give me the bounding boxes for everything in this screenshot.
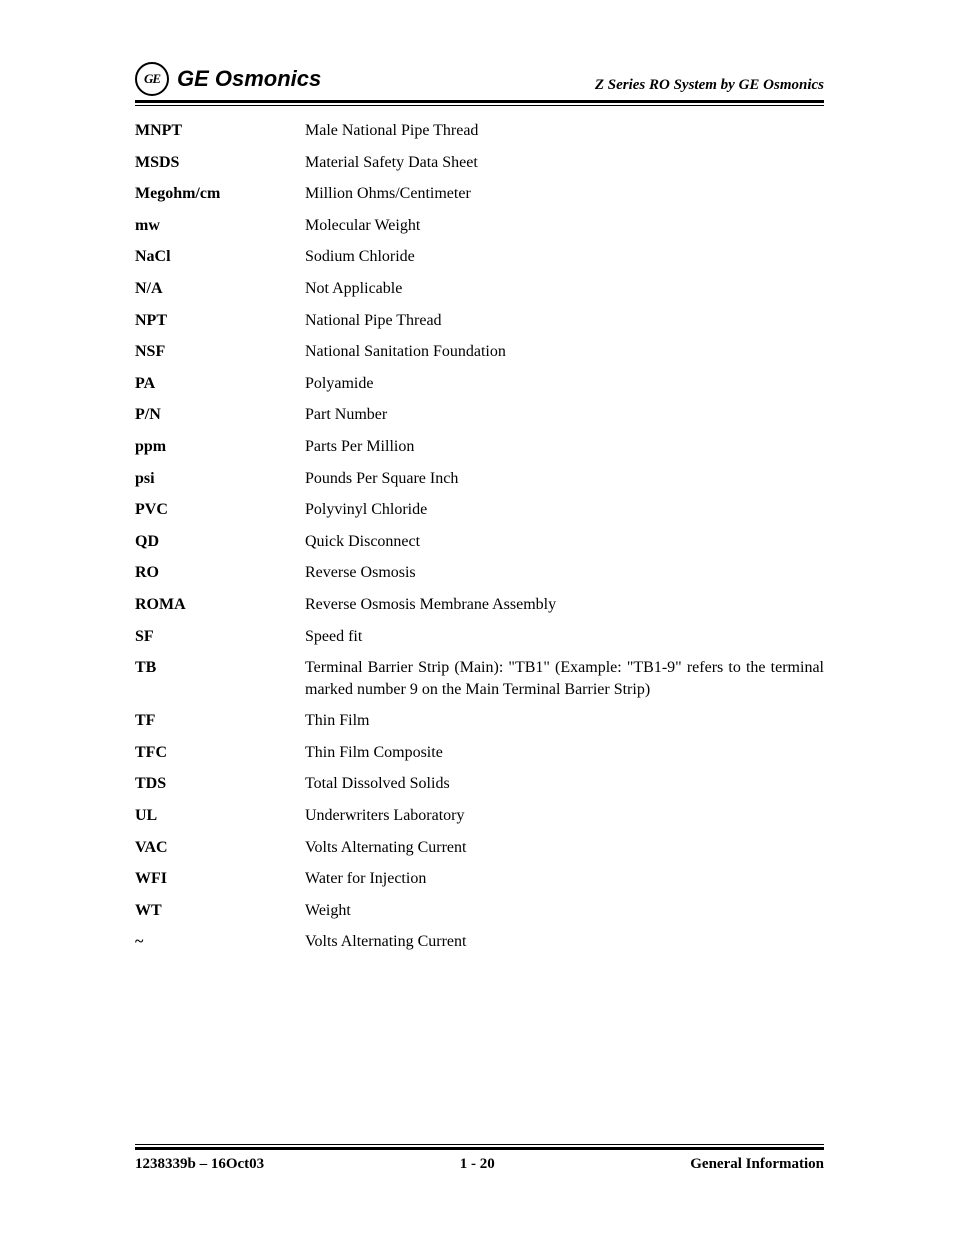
brand-block: GE GE Osmonics (135, 62, 321, 96)
footer-right: General Information (690, 1156, 824, 1173)
glossary-definition: Molecular Weight (305, 215, 824, 237)
glossary-row: NaClSodium Chloride (135, 246, 824, 268)
glossary-term: P/N (135, 404, 305, 426)
glossary-term: TFC (135, 742, 305, 764)
glossary-definition: Polyvinyl Chloride (305, 499, 824, 521)
footer-center: 1 - 20 (460, 1156, 495, 1173)
glossary-row: TFThin Film (135, 710, 824, 732)
footer-rule (135, 1144, 824, 1150)
glossary-term: VAC (135, 837, 305, 859)
glossary-row: ROMAReverse Osmosis Membrane Assembly (135, 594, 824, 616)
glossary-row: WFIWater for Injection (135, 868, 824, 890)
glossary-term: Megohm/cm (135, 183, 305, 205)
glossary-definition: Pounds Per Square Inch (305, 468, 824, 490)
page-footer: 1238339b – 16Oct03 1 - 20 General Inform… (135, 1144, 824, 1173)
glossary-definition: Material Safety Data Sheet (305, 152, 824, 174)
ge-logo-text: GE (144, 71, 160, 87)
glossary-term: SF (135, 626, 305, 648)
glossary-term: NPT (135, 310, 305, 332)
glossary-row: ULUnderwriters Laboratory (135, 805, 824, 827)
glossary-row: PVCPolyvinyl Chloride (135, 499, 824, 521)
glossary-row: NPTNational Pipe Thread (135, 310, 824, 332)
glossary-definition: Million Ohms/Centimeter (305, 183, 824, 205)
glossary-term: ppm (135, 436, 305, 458)
glossary-definition: Male National Pipe Thread (305, 120, 824, 142)
glossary-row: N/ANot Applicable (135, 278, 824, 300)
glossary-definition: Polyamide (305, 373, 824, 395)
page: GE GE Osmonics Z Series RO System by GE … (0, 0, 954, 953)
glossary-definition: Not Applicable (305, 278, 824, 300)
glossary-definition: Thin Film Composite (305, 742, 824, 764)
brand-text: GE Osmonics (177, 66, 321, 92)
glossary-term: N/A (135, 278, 305, 300)
glossary-row: ppmParts Per Million (135, 436, 824, 458)
glossary-term: WT (135, 900, 305, 922)
glossary-term: WFI (135, 868, 305, 890)
glossary-definition: Water for Injection (305, 868, 824, 890)
glossary-definition: National Pipe Thread (305, 310, 824, 332)
glossary-term: QD (135, 531, 305, 553)
glossary-term: MNPT (135, 120, 305, 142)
glossary-term: MSDS (135, 152, 305, 174)
glossary-term: UL (135, 805, 305, 827)
glossary-term: ~ (135, 931, 305, 953)
glossary-term: TF (135, 710, 305, 732)
glossary-definition: Parts Per Million (305, 436, 824, 458)
glossary-term: NaCl (135, 246, 305, 268)
footer-line: 1238339b – 16Oct03 1 - 20 General Inform… (135, 1156, 824, 1173)
glossary-row: SFSpeed fit (135, 626, 824, 648)
glossary-row: ROReverse Osmosis (135, 562, 824, 584)
header-rule (135, 100, 824, 106)
glossary-definition: Total Dissolved Solids (305, 773, 824, 795)
glossary-row: mwMolecular Weight (135, 215, 824, 237)
glossary-definition: Part Number (305, 404, 824, 426)
glossary-row: ~Volts Alternating Current (135, 931, 824, 953)
glossary-row: MNPTMale National Pipe Thread (135, 120, 824, 142)
glossary-term: PVC (135, 499, 305, 521)
glossary-row: WTWeight (135, 900, 824, 922)
glossary-row: PAPolyamide (135, 373, 824, 395)
glossary-row: TFCThin Film Composite (135, 742, 824, 764)
footer-left: 1238339b – 16Oct03 (135, 1156, 264, 1173)
glossary-definition: Reverse Osmosis (305, 562, 824, 584)
glossary-definition: Volts Alternating Current (305, 931, 824, 953)
glossary-definition: Quick Disconnect (305, 531, 824, 553)
glossary-term: ROMA (135, 594, 305, 616)
glossary-term: TDS (135, 773, 305, 795)
glossary-term: TB (135, 657, 305, 679)
glossary-row: Megohm/cmMillion Ohms/Centimeter (135, 183, 824, 205)
glossary-definition: Reverse Osmosis Membrane Assembly (305, 594, 824, 616)
glossary-term: psi (135, 468, 305, 490)
glossary-row: MSDSMaterial Safety Data Sheet (135, 152, 824, 174)
glossary-row: VACVolts Alternating Current (135, 837, 824, 859)
glossary-list: MNPTMale National Pipe ThreadMSDSMateria… (135, 120, 824, 953)
glossary-definition: Underwriters Laboratory (305, 805, 824, 827)
ge-logo-icon: GE (135, 62, 169, 96)
glossary-term: NSF (135, 341, 305, 363)
glossary-definition: Weight (305, 900, 824, 922)
page-header: GE GE Osmonics Z Series RO System by GE … (135, 62, 824, 96)
glossary-term: mw (135, 215, 305, 237)
glossary-row: TBTerminal Barrier Strip (Main): "TB1" (… (135, 657, 824, 700)
glossary-row: psiPounds Per Square Inch (135, 468, 824, 490)
glossary-row: QDQuick Disconnect (135, 531, 824, 553)
glossary-definition: National Sanitation Foundation (305, 341, 824, 363)
glossary-term: RO (135, 562, 305, 584)
glossary-term: PA (135, 373, 305, 395)
glossary-row: NSFNational Sanitation Foundation (135, 341, 824, 363)
header-right-text: Z Series RO System by GE Osmonics (595, 77, 824, 96)
glossary-definition: Thin Film (305, 710, 824, 732)
glossary-row: TDSTotal Dissolved Solids (135, 773, 824, 795)
glossary-definition: Speed fit (305, 626, 824, 648)
glossary-definition: Terminal Barrier Strip (Main): "TB1" (Ex… (305, 657, 824, 700)
glossary-definition: Sodium Chloride (305, 246, 824, 268)
glossary-row: P/NPart Number (135, 404, 824, 426)
glossary-definition: Volts Alternating Current (305, 837, 824, 859)
